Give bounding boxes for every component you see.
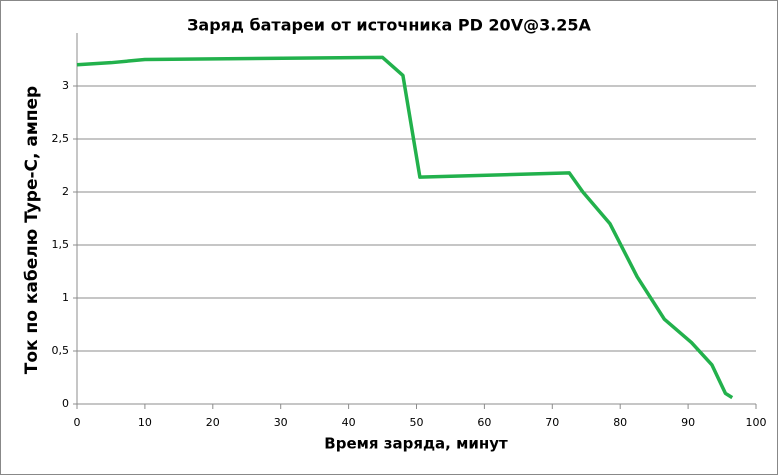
y-tick-label: 1	[62, 291, 69, 304]
y-tick-label: 3	[62, 79, 69, 92]
y-tick-label: 0	[62, 397, 69, 410]
x-tick-label: 80	[613, 416, 627, 429]
x-axis-label: Время заряда, минут	[324, 435, 508, 453]
y-tick-label: 0,5	[52, 344, 70, 357]
y-tick-label: 2	[62, 185, 69, 198]
data-line	[76, 55, 734, 400]
x-tick-label: 90	[681, 416, 695, 429]
y-tick-label: 2,5	[52, 132, 70, 145]
x-tick-label: 100	[746, 416, 767, 429]
x-tick-label: 0	[74, 416, 81, 429]
x-tick-label: 60	[477, 416, 491, 429]
x-tick-label: 10	[138, 416, 152, 429]
x-tick-label: 70	[545, 416, 559, 429]
x-tick-label: 30	[274, 416, 288, 429]
x-tick-label: 50	[410, 416, 424, 429]
chart-title: Заряд батареи от источника PD 20V@3.25A	[187, 16, 591, 35]
y-axis-label: Ток по кабелю Type-C, ампер	[22, 86, 42, 374]
x-tick-label: 40	[342, 416, 356, 429]
x-tick-label: 20	[206, 416, 220, 429]
y-tick-label: 1,5	[52, 238, 70, 251]
